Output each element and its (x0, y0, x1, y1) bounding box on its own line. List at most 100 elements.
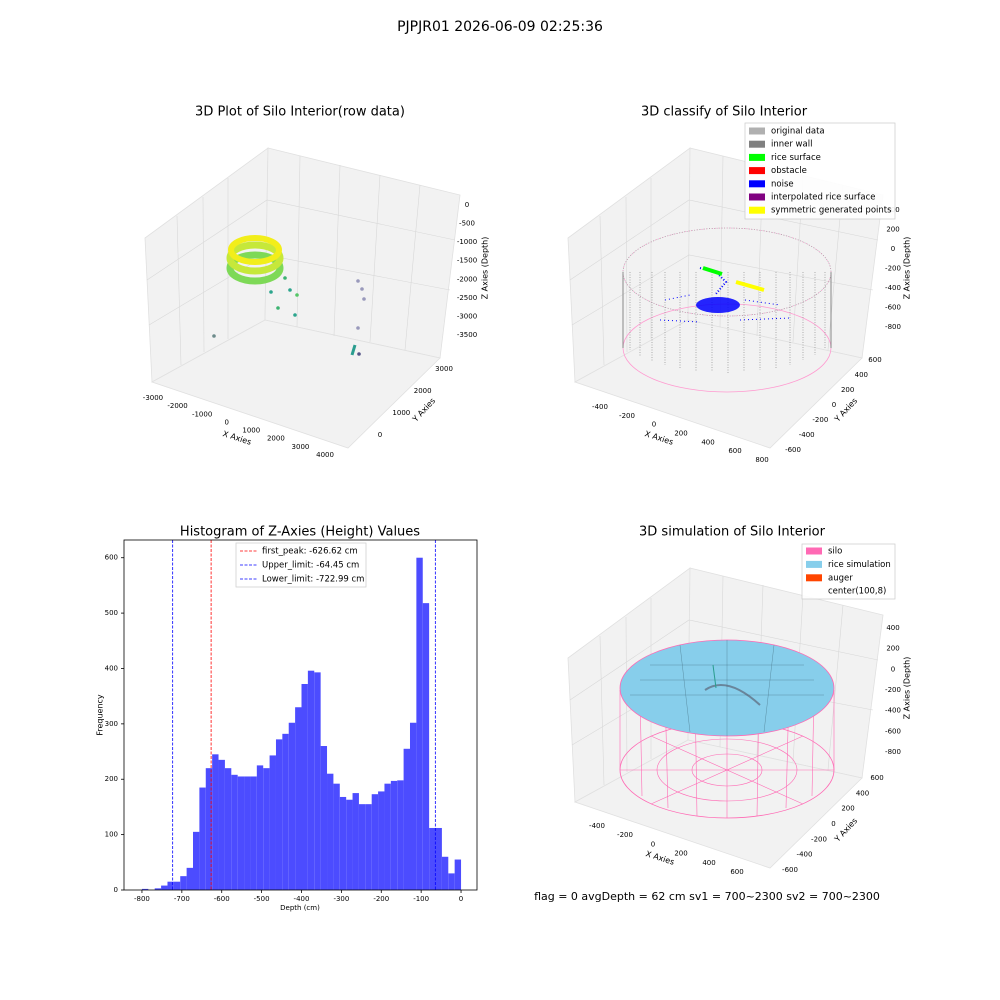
legend-label: silo (828, 547, 842, 557)
plot-title: 3D simulation of Silo Interior (639, 525, 826, 540)
x-tick-label: 800 (755, 456, 768, 464)
bar (218, 759, 225, 890)
bar (454, 859, 462, 890)
z-tick-label: -600 (885, 727, 901, 735)
status-footer: flag = 0 avgDepth = 62 cm sv1 = 700~2300… (534, 890, 880, 903)
z-tick-label: -2500 (457, 294, 477, 302)
bar (378, 791, 385, 890)
z-tick-label: -3000 (457, 312, 477, 320)
legend-label: auger (828, 573, 853, 583)
legend-label: inner wall (771, 140, 812, 150)
plot-title: 3D classify of Silo Interior (641, 105, 808, 120)
x-tick-label: 2000 (267, 435, 285, 443)
x-tick-label: 3000 (292, 443, 310, 451)
bar (403, 748, 410, 890)
legend (235, 542, 367, 588)
y-tick-label: 0 (831, 820, 835, 828)
y-tick-label: 1000 (392, 409, 410, 417)
point-cloud (622, 227, 832, 393)
bar (250, 776, 257, 890)
bar (320, 746, 328, 890)
bar (384, 783, 391, 890)
z-axis-label: Z Axies (Depth) (903, 657, 912, 720)
y-tick-label: 0 (832, 401, 836, 409)
bar (161, 885, 168, 890)
z-tick-label: 400 (886, 624, 899, 632)
z-tick-label: -1500 (457, 257, 477, 265)
y-tick-label: 300 (105, 720, 118, 728)
y-axis-label: Frequency (96, 694, 105, 736)
z-tick-label: -200 (885, 264, 901, 272)
x-tick-label: -300 (333, 895, 349, 903)
y-tick-label: 400 (856, 789, 869, 797)
bar (429, 827, 436, 890)
x-tick-label: 0 (459, 895, 463, 903)
y-tick-label: 3000 (435, 365, 453, 373)
bar (186, 867, 194, 890)
z-tick-label: 0 (465, 201, 469, 209)
legend-label: Lower_limit: -722.99 cm (262, 575, 364, 585)
plot-title: Histogram of Z-Axies (Height) Values (180, 525, 420, 540)
z-tick-label: 0 (891, 245, 895, 253)
legend-label: symmetric generated points (771, 206, 892, 216)
bar (263, 768, 270, 890)
z-tick-label: -2000 (457, 275, 477, 283)
axes-frame (123, 539, 478, 891)
bar (199, 787, 206, 890)
point-cloud (212, 235, 366, 356)
z-tick-label: -200 (885, 686, 901, 694)
z-axis-label: Z Axies (Depth) (481, 237, 490, 300)
legend-label: Upper_limit: -64.45 cm (262, 561, 359, 571)
legend-label: center(100,8) (828, 587, 886, 597)
y-tick-label: 200 (841, 386, 854, 394)
z-tick-label: -800 (885, 748, 901, 756)
legend-swatch (749, 140, 765, 148)
y-tick-label: 200 (105, 775, 118, 783)
z-tick-label: -1000 (457, 238, 477, 246)
y-axis-label: Y Axies (410, 396, 437, 424)
x-tick-label: -400 (589, 822, 605, 830)
x-tick-label: -200 (617, 831, 633, 839)
bar (141, 888, 149, 890)
bar (256, 765, 264, 890)
bar (244, 776, 251, 890)
bar (422, 603, 430, 890)
x-tick-label: -200 (373, 895, 389, 903)
z-axis-label: Z Axies (Depth) (903, 237, 912, 300)
x-tick-label: -400 (592, 403, 608, 411)
x-tick-label: -500 (254, 895, 270, 903)
z-tick-label: -500 (459, 220, 475, 228)
x-axis-label: X Axies (644, 429, 675, 447)
bar (288, 722, 296, 890)
x-tick-label: 4000 (316, 451, 334, 459)
x-tick-label: -400 (294, 895, 310, 903)
pane (574, 739, 863, 869)
bar (371, 794, 379, 890)
y-tick-label: -600 (785, 446, 801, 454)
y-tick-label: 500 (105, 609, 118, 617)
z-tick-label: -400 (885, 707, 901, 715)
legend-swatch (806, 574, 822, 582)
bar (205, 768, 213, 890)
bar (154, 888, 162, 890)
bar (314, 672, 321, 890)
histogram: Histogram of Z-Axies (Height) Values Dep… (96, 525, 478, 912)
bar (193, 831, 200, 890)
y-tick-label: 2000 (414, 387, 432, 395)
bar (295, 707, 302, 890)
y-tick-label: 600 (868, 356, 881, 364)
x-tick-label: 400 (701, 438, 714, 446)
x-tick-label: 0 (651, 840, 655, 848)
y-tick-label: 200 (841, 805, 854, 813)
bar (173, 881, 181, 890)
legend-label: noise (771, 179, 794, 189)
x-tick-label: -3000 (143, 394, 163, 402)
x-tick-label: 400 (702, 859, 715, 867)
z-tick-label: 0 (891, 665, 895, 673)
x-tick-label: -600 (214, 895, 230, 903)
x-tick-label: -200 (619, 412, 635, 420)
bar (212, 754, 219, 890)
bar (333, 783, 340, 890)
z-tick-label: 200 (886, 645, 899, 653)
